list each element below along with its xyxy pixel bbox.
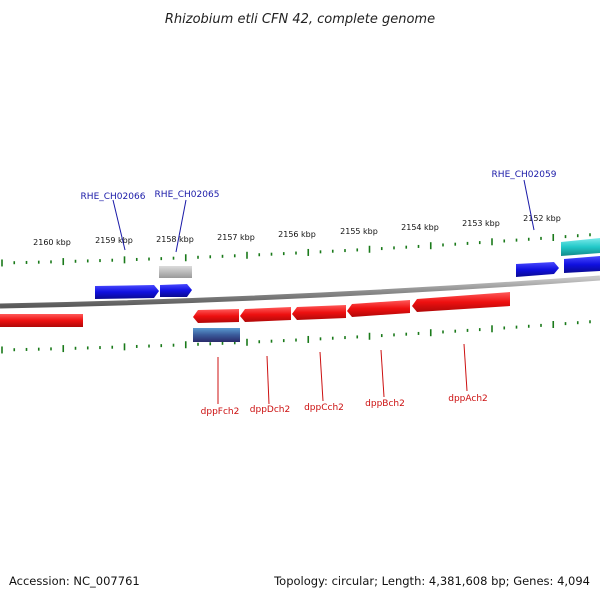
gene-label-dppAch2[interactable]: dppAch2	[448, 394, 488, 404]
leader-dppDch2	[266, 355, 270, 405]
gene-RHE_CH02066[interactable]	[95, 285, 159, 299]
ruler-ticks-top	[1, 233, 591, 267]
gene-reverse-2160[interactable]	[0, 314, 83, 327]
ruler-label-2155: 2155 kbp	[340, 227, 378, 236]
rna-gene-2152[interactable]	[561, 238, 600, 256]
gene-label-dppBch2[interactable]: dppBch2	[365, 399, 405, 409]
genome-summary-text: Topology: circular; Length: 4,381,608 bp…	[274, 574, 590, 588]
leader-RHE_CH02066	[112, 199, 126, 251]
gene-label-RHE_CH02059[interactable]: RHE_CH02059	[492, 170, 557, 180]
gene-dppBch2[interactable]	[347, 300, 410, 317]
leader-RHE_CH02065	[175, 199, 187, 253]
gene-dppAch2[interactable]	[412, 292, 510, 312]
gene-label-dppCch2[interactable]: dppCch2	[304, 403, 344, 413]
ruler-label-2154: 2154 kbp	[401, 223, 439, 232]
ruler-label-2158: 2158 kbp	[156, 235, 194, 244]
ruler-label-2160: 2160 kbp	[33, 238, 71, 247]
ruler-label-2152: 2152 kbp	[523, 214, 561, 223]
leader-RHE_CH02059	[523, 179, 535, 231]
gene-label-RHE_CH02066[interactable]: RHE_CH02066	[81, 192, 146, 202]
leader-dppCch2	[319, 351, 324, 402]
accession-text: Accession: NC_007761	[9, 574, 140, 588]
ruler-labels: 2160 kbp 2159 kbp 2158 kbp 2157 kbp 2156…	[33, 214, 561, 247]
gene-dppCch2[interactable]	[292, 305, 346, 320]
pseudogene-2158[interactable]	[159, 266, 192, 278]
gene-dppDch2[interactable]	[240, 307, 291, 322]
gene-label-dppFch2[interactable]: dppFch2	[201, 407, 240, 417]
gene-RHE_CH02059[interactable]	[564, 256, 600, 273]
leader-dppAch2	[463, 343, 468, 392]
gene-label-RHE_CH02065[interactable]: RHE_CH02065	[155, 190, 220, 200]
gene-RHE_CH02065[interactable]	[160, 284, 192, 297]
gene-label-dppDch2[interactable]: dppDch2	[250, 405, 290, 415]
page-title: Rhizobium etli CFN 42, complete genome	[165, 12, 435, 27]
leader-lines-bottom	[217, 343, 468, 405]
ruler-label-2153: 2153 kbp	[462, 219, 500, 228]
ruler-label-2159: 2159 kbp	[95, 236, 133, 245]
forward-genes	[95, 238, 600, 299]
reverse-genes	[0, 292, 510, 342]
gene-dppFch2[interactable]	[193, 309, 239, 323]
genome-backbone	[0, 275, 600, 309]
ruler-label-2156: 2156 kbp	[278, 230, 316, 239]
leader-dppBch2	[380, 349, 385, 398]
rna-gene-2157[interactable]	[193, 328, 240, 342]
ruler-label-2157: 2157 kbp	[217, 233, 255, 242]
gene-RHE_CH02060[interactable]	[516, 262, 559, 277]
ruler-ticks-bottom	[1, 320, 591, 354]
leader-lines-top	[112, 179, 535, 253]
